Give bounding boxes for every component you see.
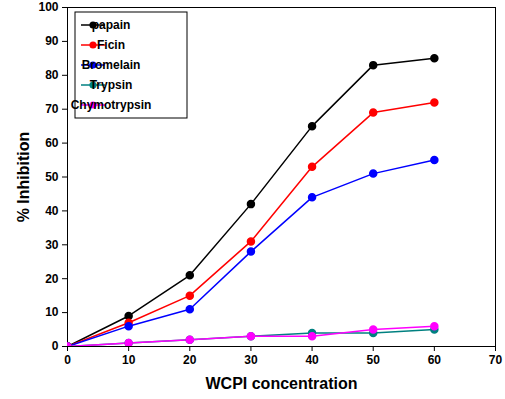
svg-text:Ficin: Ficin bbox=[97, 38, 125, 52]
svg-text:10: 10 bbox=[45, 305, 59, 319]
svg-text:60: 60 bbox=[45, 136, 59, 150]
svg-text:Chymotrypsin: Chymotrypsin bbox=[71, 98, 152, 112]
svg-text:% Inhibition: % Inhibition bbox=[15, 132, 32, 223]
svg-text:10: 10 bbox=[122, 353, 136, 367]
svg-text:0: 0 bbox=[64, 353, 71, 367]
svg-text:50: 50 bbox=[45, 170, 59, 184]
svg-text:90: 90 bbox=[45, 34, 59, 48]
svg-text:100: 100 bbox=[38, 0, 58, 14]
svg-text:20: 20 bbox=[45, 272, 59, 286]
svg-text:30: 30 bbox=[45, 238, 59, 252]
svg-text:60: 60 bbox=[428, 353, 442, 367]
svg-text:0: 0 bbox=[52, 339, 59, 353]
svg-text:WCPI concentration: WCPI concentration bbox=[205, 375, 357, 392]
svg-text:20: 20 bbox=[183, 353, 197, 367]
svg-text:30: 30 bbox=[244, 353, 258, 367]
svg-text:50: 50 bbox=[367, 353, 381, 367]
svg-text:Trypsin: Trypsin bbox=[90, 78, 133, 92]
svg-text:70: 70 bbox=[489, 353, 503, 367]
svg-text:40: 40 bbox=[305, 353, 319, 367]
svg-text:80: 80 bbox=[45, 68, 59, 82]
svg-text:40: 40 bbox=[45, 204, 59, 218]
svg-text:70: 70 bbox=[45, 102, 59, 116]
svg-text:Bromelain: Bromelain bbox=[82, 58, 141, 72]
svg-text:papain: papain bbox=[92, 18, 131, 32]
